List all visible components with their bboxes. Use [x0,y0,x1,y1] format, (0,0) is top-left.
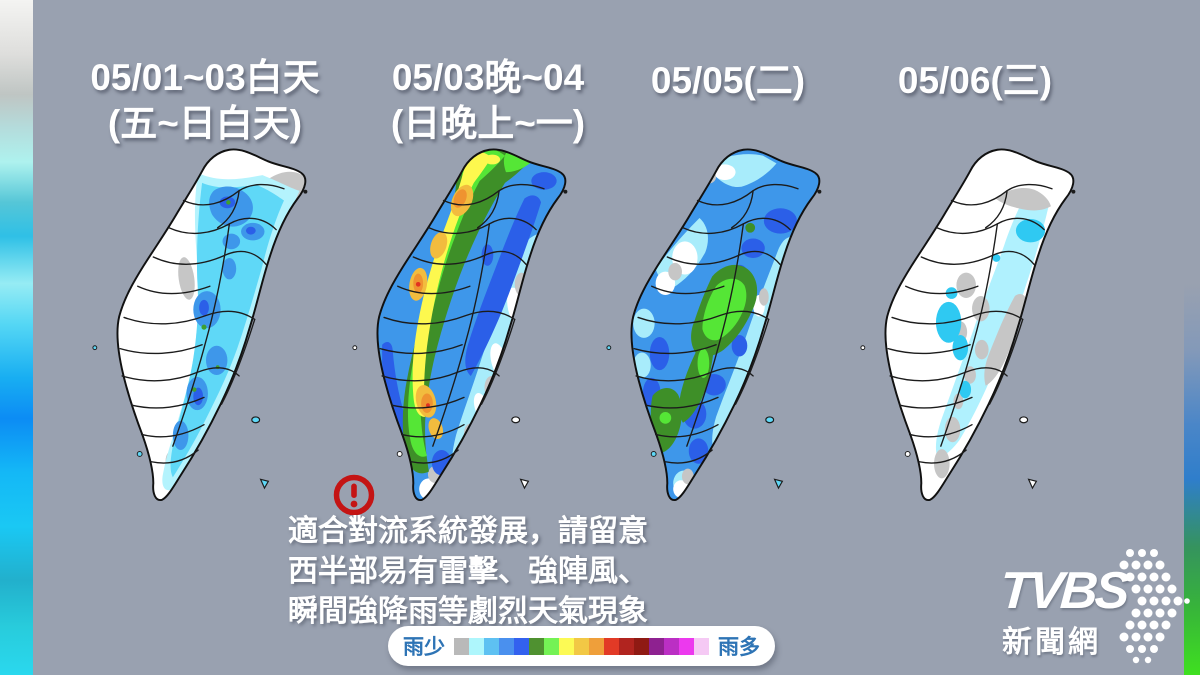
taiwan-rain-map-2 [352,148,568,502]
legend-swatch [514,637,529,655]
warning-line-1: 適合對流系統發展，請留意 [288,515,648,548]
tvbs-dots-arrow-icon [1119,549,1190,664]
map1-title-line1: 05/01~03白天 [90,57,320,98]
legend-swatch [649,637,664,655]
legend-swatch [499,637,514,655]
legend-swatch [589,637,604,655]
legend-swatch [469,637,484,655]
legend-swatch [529,637,544,655]
warning-line-2: 西半部易有雷擊、強陣風、 [288,555,648,588]
legend-swatch [559,637,574,655]
legend-label-more: 雨多 [718,636,760,659]
legend-swatch [484,637,499,655]
map1-title: 05/01~03白天 (五~日白天) [55,55,355,147]
legend-swatch [544,637,559,655]
tvbs-logo: TVBS 新聞網 [990,545,1190,670]
taiwan-rain-map-3 [606,148,822,502]
legend-swatch [574,637,589,655]
map4-title: 05/06(三) [825,58,1125,104]
map4-title-line1: 05/06(三) [897,60,1053,101]
taiwan-rain-map-1 [92,148,308,502]
map2-title: 05/03晚~04 (日晚上~一) [338,55,638,147]
legend-label-less: 雨少 [403,636,445,659]
legend-swatch [679,637,694,655]
legend-color-bar [454,637,709,655]
tvbs-logo-subtext: 新聞網 [1002,626,1101,659]
exclamation-circle-icon [333,474,375,516]
legend-swatch [604,637,619,655]
map2-title-line1: 05/03晚~04 [391,57,585,98]
right-gradient-strip [1184,0,1200,675]
legend-swatch [454,637,469,655]
map2-title-line2: (日晚上~一) [390,103,586,144]
warning-text: 適合對流系統發展，請留意 西半部易有雷擊、強陣風、 瞬間強降雨等劇烈天氣現象 [288,512,668,632]
legend-swatch [664,637,679,655]
legend-swatch [619,637,634,655]
legend-swatch [634,637,649,655]
map1-title-line2: (五~日白天) [107,103,303,144]
legend-swatch [694,637,709,655]
rain-legend: 雨少 雨多 [388,626,775,666]
map3-title: 05/05(二) [578,58,878,104]
map3-title-line1: 05/05(二) [650,60,806,101]
warning-line-3: 瞬間強降雨等劇烈天氣現象 [288,595,648,628]
left-gradient-strip [0,0,33,675]
taiwan-rain-map-4 [860,148,1076,502]
